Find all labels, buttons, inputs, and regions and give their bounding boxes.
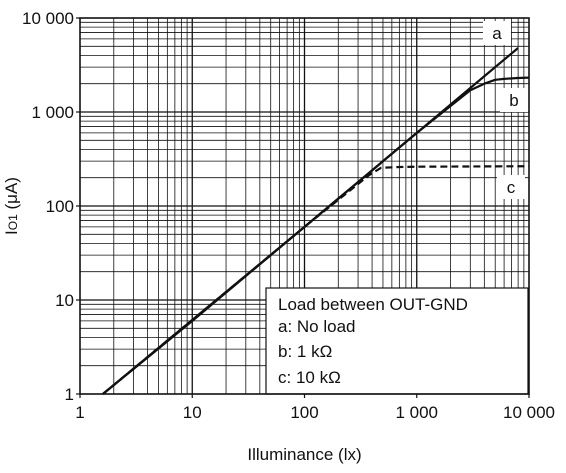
series-layer: [102, 47, 530, 395]
labels-layer: 1 10 100 1 000 10 000 1 10 100 1 000 10 000 a b c: [22, 9, 555, 422]
x-tick-label: 10: [183, 403, 202, 422]
x-tick-label: 100: [290, 403, 318, 422]
plot-frame: [79, 17, 530, 395]
y-tick-label: 1 000: [31, 103, 74, 122]
series-label-a: a: [492, 24, 502, 43]
x-axis-title: Illuminance (lx): [247, 445, 361, 464]
y-tick-label: 10: [55, 291, 74, 310]
y-tick-label: 100: [46, 197, 74, 216]
series-line-c: [102, 165, 530, 395]
x-tick-label: 1 000: [395, 403, 438, 422]
x-tick-label: 10 000: [503, 403, 555, 422]
legend-box: [265, 287, 529, 395]
series-label-bg-a: [483, 21, 511, 45]
y-tick-label: 1: [65, 385, 74, 404]
legend-entry-c: c: 10 kΩ: [278, 368, 341, 387]
legend-entry-a: a: No load: [278, 317, 356, 336]
legend-title: Load between OUT-GND: [278, 295, 468, 314]
series-label-bg-b: [500, 88, 528, 112]
x-tick-label: 1: [75, 403, 84, 422]
legend: Load between OUT-GND a: No load b: 1 kΩ …: [265, 287, 529, 395]
y-axis-title: IO1 (μA): [2, 177, 21, 235]
series-label-bg-c: [497, 175, 525, 199]
series-label-c: c: [507, 178, 516, 197]
series-label-b: b: [509, 91, 518, 110]
y-tick-label: 10 000: [22, 9, 74, 28]
legend-entry-b: b: 1 kΩ: [278, 342, 332, 361]
